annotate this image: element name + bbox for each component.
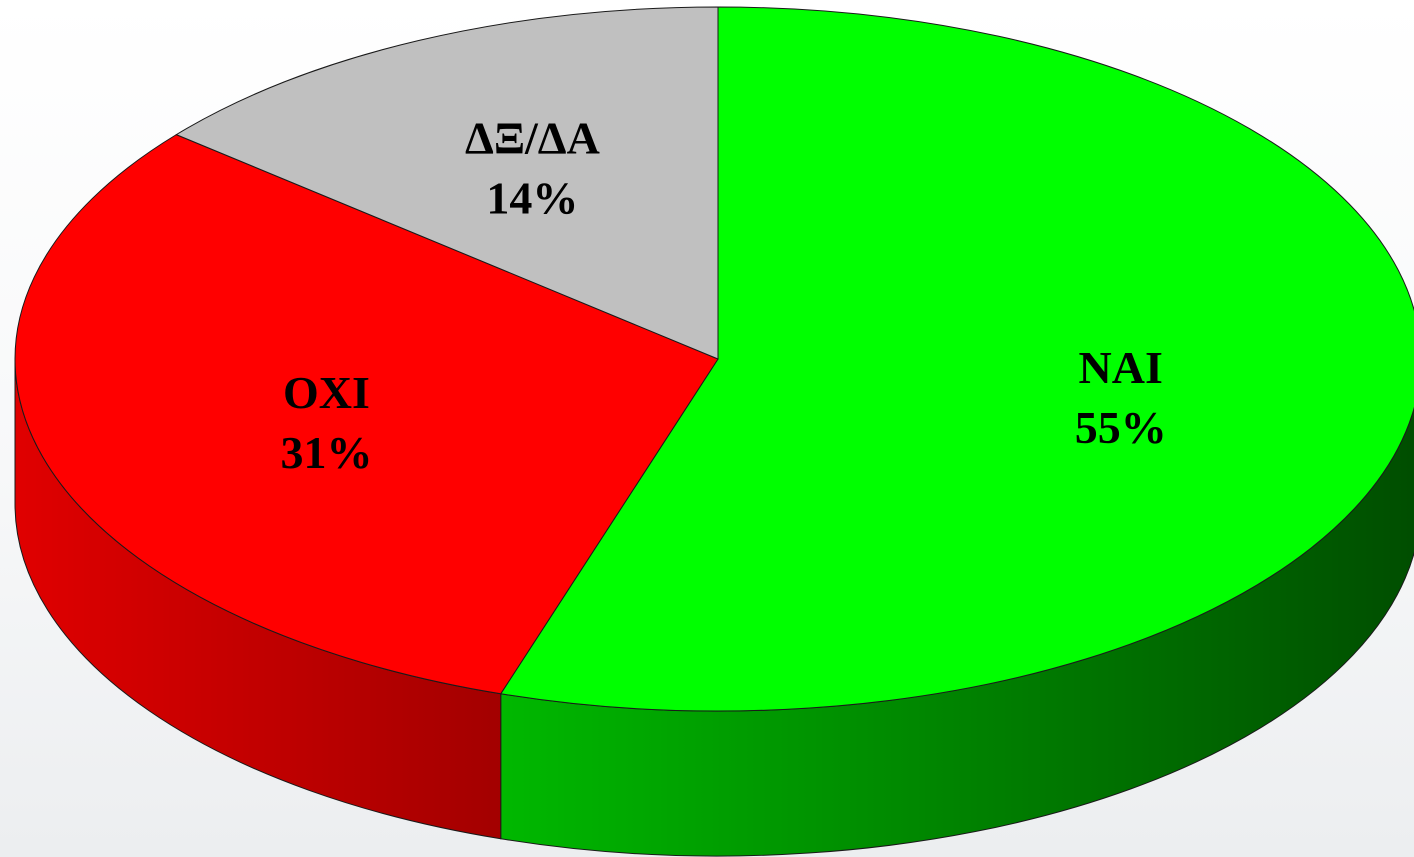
slice-value-nai: 55% [1075,402,1167,453]
slice-label-nai: NAI [1079,342,1163,393]
slice-value-oxi: 31% [280,427,372,478]
pie-top-layer [14,6,1414,712]
slice-label-slice-3: ΔΞ/ΔΑ [465,113,600,164]
pie-slice-slice-3 [175,6,719,360]
slice-value-slice-3: 14% [486,173,578,224]
pie-label-layer: NAI 55% OXI 31% ΔΞ/ΔΑ 14% [280,113,1166,478]
pie-slice-nai [499,6,1414,712]
pie-slice-oxi [14,134,719,695]
slice-label-oxi: OXI [283,367,370,418]
